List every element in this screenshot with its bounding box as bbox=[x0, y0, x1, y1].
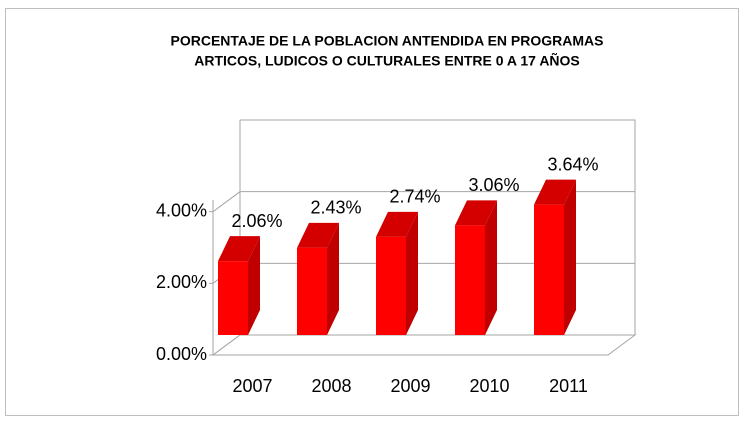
x-tick-label: 2008 bbox=[311, 376, 351, 396]
data-label: 2.74% bbox=[389, 187, 440, 207]
bar-front bbox=[455, 225, 485, 335]
grid-line bbox=[212, 191, 635, 213]
chart-title: PORCENTAJE DE LA POBLACION ANTENDIDA EN … bbox=[171, 33, 604, 49]
bar-side bbox=[564, 179, 576, 335]
data-label: 3.06% bbox=[468, 175, 519, 195]
bar-top bbox=[455, 200, 497, 226]
bar-side bbox=[406, 211, 418, 335]
data-label: 2.06% bbox=[231, 211, 282, 231]
data-label: 2.43% bbox=[310, 198, 361, 218]
bar bbox=[297, 222, 339, 335]
bar-front bbox=[534, 204, 564, 335]
bar-top bbox=[218, 236, 260, 262]
bar bbox=[534, 179, 576, 335]
bar-top bbox=[376, 211, 418, 237]
chart-border bbox=[5, 8, 739, 416]
x-tick-label: 2010 bbox=[469, 376, 509, 396]
bar-top bbox=[534, 179, 576, 205]
x-tick-label: 2011 bbox=[549, 376, 588, 396]
bar bbox=[376, 211, 418, 335]
bar-side bbox=[485, 200, 497, 335]
bar-front bbox=[218, 261, 248, 335]
bar bbox=[455, 200, 497, 335]
y-tick-label: 2.00% bbox=[156, 272, 207, 292]
bar-top bbox=[297, 222, 339, 248]
chart-title: ARTICOS, LUDICOS O CULTURALES ENTRE 0 A … bbox=[194, 52, 580, 69]
bar-side bbox=[248, 236, 260, 335]
bar-front bbox=[376, 236, 406, 335]
y-tick-label: 0.00% bbox=[156, 344, 207, 364]
x-tick-label: 2007 bbox=[232, 376, 272, 396]
bar-side bbox=[327, 222, 339, 335]
y-tick-label: 4.00% bbox=[156, 200, 207, 220]
x-tick-label: 2009 bbox=[390, 376, 430, 396]
data-label: 3.64% bbox=[547, 154, 598, 174]
bar bbox=[218, 236, 260, 335]
bar-front bbox=[297, 247, 327, 335]
